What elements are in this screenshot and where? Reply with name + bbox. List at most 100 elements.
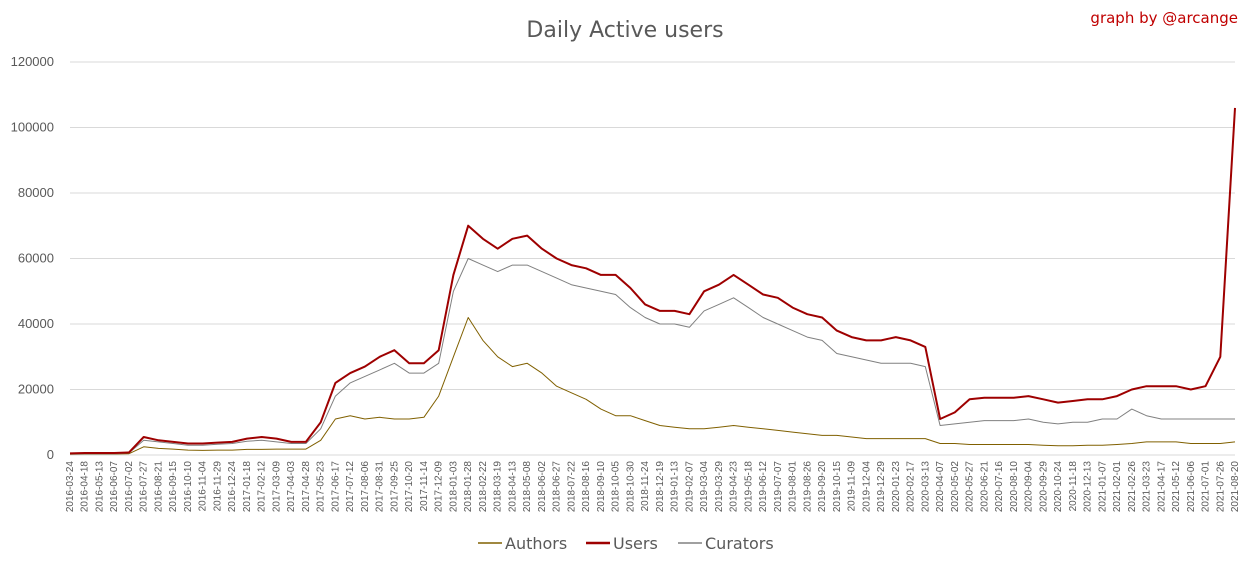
- x-tick-label: 2017-01-18: [242, 461, 253, 513]
- x-tick-label: 2020-12-13: [1083, 461, 1094, 513]
- x-tick-label: 2020-09-04: [1024, 461, 1035, 513]
- y-tick-label: 20000: [18, 382, 54, 397]
- x-tick-label: 2019-03-04: [699, 461, 710, 513]
- x-tick-label: 2018-09-10: [596, 461, 607, 513]
- x-tick-label: 2021-08-20: [1230, 461, 1241, 513]
- x-tick-label: 2018-01-03: [448, 461, 459, 513]
- x-tick-label: 2021-07-01: [1201, 461, 1212, 513]
- x-tick-label: 2018-06-02: [537, 461, 548, 513]
- chart-credit: graph by @arcange: [1090, 9, 1238, 27]
- x-tick-label: 2019-10-15: [832, 461, 843, 513]
- x-tick-label: 2019-04-23: [729, 461, 740, 513]
- x-tick-label: 2018-06-27: [552, 461, 563, 513]
- x-tick-label: 2020-06-21: [979, 461, 990, 513]
- x-tick-label: 2020-01-23: [891, 461, 902, 513]
- x-tick-label: 2017-04-28: [301, 461, 312, 513]
- y-tick-label: 0: [47, 447, 54, 462]
- x-tick-label: 2016-04-18: [80, 461, 91, 513]
- x-tick-label: 2017-03-09: [271, 461, 282, 513]
- x-tick-label: 2016-08-21: [153, 461, 164, 513]
- x-tick-label: 2017-08-06: [360, 461, 371, 513]
- x-tick-label: 2021-02-26: [1127, 461, 1138, 513]
- x-tick-label: 2019-12-29: [876, 461, 887, 513]
- x-tick-label: 2018-08-16: [581, 461, 592, 513]
- x-tick-label: 2017-04-03: [286, 461, 297, 513]
- legend-label-curators: Curators: [705, 534, 774, 553]
- x-tick-label: 2021-02-01: [1112, 461, 1123, 513]
- x-tick-label: 2016-11-29: [212, 461, 223, 512]
- x-tick-label: 2017-08-31: [375, 461, 386, 513]
- legend: Authors Users Curators: [478, 534, 774, 553]
- y-axis-tick-labels: 0 20000 40000 60000 80000 100000 120000: [11, 54, 54, 462]
- y-tick-label: 60000: [18, 251, 54, 266]
- x-tick-label: 2017-09-25: [389, 461, 400, 513]
- x-tick-label: 2020-02-17: [906, 461, 917, 513]
- x-tick-label: 2017-06-17: [330, 461, 341, 513]
- x-tick-label: 2017-11-14: [419, 461, 430, 512]
- x-tick-label: 2018-01-28: [463, 461, 474, 513]
- x-tick-label: 2016-12-24: [227, 461, 238, 513]
- x-tick-label: 2016-07-02: [124, 461, 135, 513]
- x-tick-label: 2019-08-01: [788, 461, 799, 513]
- series-line-authors: [69, 317, 1236, 455]
- series-line-users: [69, 107, 1236, 455]
- series-lines: [69, 107, 1236, 455]
- series-line-curators: [69, 258, 1235, 455]
- x-tick-label: 2019-03-29: [714, 461, 725, 513]
- x-tick-label: 2016-10-10: [183, 461, 194, 513]
- x-tick-label: 2019-09-20: [817, 461, 828, 513]
- y-tick-label: 80000: [18, 185, 54, 200]
- x-tick-label: 2018-03-19: [493, 461, 504, 513]
- x-tick-label: 2018-02-22: [478, 461, 489, 513]
- x-tick-label: 2020-04-07: [935, 461, 946, 513]
- x-tick-label: 2018-11-24: [640, 461, 651, 512]
- x-axis-tick-labels: 2016-03-24 2016-04-18 2016-05-13 2016-06-07…: [65, 461, 1241, 513]
- x-tick-label: 2018-04-13: [507, 461, 518, 513]
- x-tick-label: 2018-10-05: [611, 461, 622, 513]
- y-tick-label: 40000: [18, 316, 54, 331]
- legend-label-users: Users: [613, 534, 658, 553]
- x-tick-label: 2018-07-22: [566, 461, 577, 513]
- x-tick-label: 2021-03-23: [1142, 461, 1153, 513]
- x-tick-label: 2016-11-04: [198, 461, 209, 512]
- x-tick-label: 2017-07-12: [345, 461, 356, 513]
- x-tick-label: 2021-07-26: [1215, 461, 1226, 513]
- x-tick-label: 2017-02-12: [257, 461, 268, 513]
- x-tick-label: 2017-05-23: [316, 461, 327, 513]
- x-tick-label: 2018-12-19: [655, 461, 666, 513]
- x-tick-label: 2019-12-04: [861, 461, 872, 513]
- x-tick-label: 2020-10-24: [1053, 461, 1064, 513]
- x-tick-label: 2020-05-27: [965, 461, 976, 513]
- x-tick-label: 2019-07-07: [773, 461, 784, 513]
- y-tick-label: 120000: [11, 54, 54, 69]
- legend-label-authors: Authors: [505, 534, 567, 553]
- x-tick-label: 2018-10-30: [625, 461, 636, 513]
- gridlines: [70, 61, 1235, 456]
- x-tick-label: 2021-05-12: [1171, 461, 1182, 513]
- x-tick-label: 2019-08-26: [802, 461, 813, 513]
- x-tick-label: 2016-07-27: [139, 461, 150, 513]
- x-tick-label: 2021-06-06: [1186, 461, 1197, 513]
- x-tick-label: 2019-06-12: [758, 461, 769, 513]
- x-tick-label: 2018-05-08: [522, 461, 533, 513]
- x-tick-label: 2019-05-18: [743, 461, 754, 513]
- x-tick-label: 2016-03-24: [65, 461, 76, 513]
- y-tick-label: 100000: [11, 120, 54, 135]
- x-tick-label: 2020-08-10: [1009, 461, 1020, 513]
- x-tick-label: 2019-02-07: [684, 461, 695, 513]
- x-tick-label: 2016-06-07: [109, 461, 120, 513]
- x-tick-label: 2020-03-13: [920, 461, 931, 513]
- x-tick-label: 2020-07-16: [994, 461, 1005, 513]
- x-tick-label: 2020-05-02: [950, 461, 961, 513]
- x-tick-label: 2017-12-09: [434, 461, 445, 513]
- x-tick-label: 2021-04-17: [1156, 461, 1167, 513]
- x-tick-label: 2016-05-13: [94, 461, 105, 513]
- chart-title: Daily Active users: [526, 18, 723, 43]
- x-tick-label: 2021-01-07: [1097, 461, 1108, 513]
- x-tick-label: 2016-09-15: [168, 461, 179, 513]
- x-tick-label: 2019-01-13: [670, 461, 681, 513]
- x-tick-label: 2020-11-18: [1068, 461, 1079, 512]
- x-tick-label: 2019-11-09: [847, 461, 858, 512]
- x-tick-label: 2020-09-29: [1038, 461, 1049, 513]
